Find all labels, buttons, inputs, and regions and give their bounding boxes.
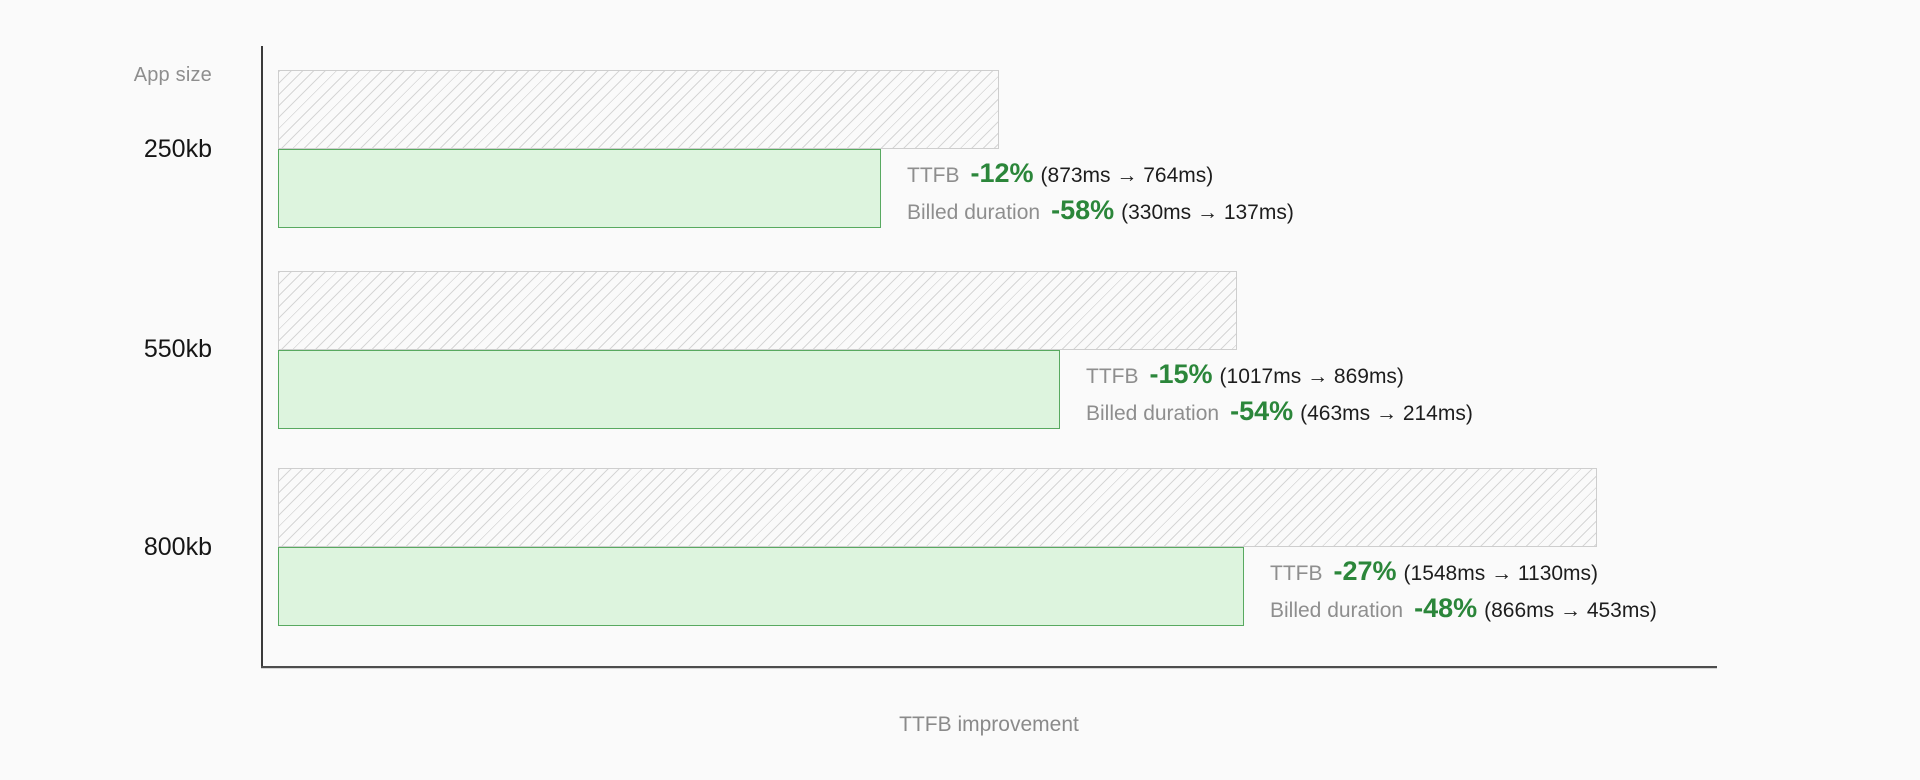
- billed-detail: (463ms → 214ms): [1300, 402, 1473, 425]
- billed-label: Billed duration: [1086, 402, 1220, 425]
- ttfb-detail: (1017ms → 869ms): [1219, 365, 1404, 388]
- x-axis-line: [261, 666, 1717, 668]
- billed-change: -48%: [1414, 593, 1478, 623]
- ttfb-label: TTFB: [907, 164, 960, 187]
- ttfb-detail: (1548ms → 1130ms): [1403, 562, 1599, 585]
- bar-before-550kb: [278, 271, 1237, 350]
- billed-label: Billed duration: [1270, 599, 1404, 622]
- bar-after-800kb: [278, 547, 1244, 626]
- billed-change: -58%: [1051, 195, 1115, 225]
- billed-detail: (866ms → 453ms): [1484, 599, 1657, 622]
- ttfb-label: TTFB: [1086, 365, 1139, 388]
- billed-label: Billed duration: [907, 201, 1041, 224]
- ttfb-detail: (873ms → 764ms): [1040, 164, 1214, 187]
- annotation-800kb: TTFB -27% (1548ms → 1130ms) Billed duratio…: [1270, 553, 1657, 627]
- bar-before-800kb: [278, 468, 1597, 547]
- category-label-800kb: 800kb: [143, 533, 212, 561]
- ttfb-line: TTFB -15% (1017ms → 869ms): [1086, 356, 1473, 393]
- billed-line: Billed duration -48% (866ms → 453ms): [1270, 590, 1657, 627]
- annotation-550kb: TTFB -15% (1017ms → 869ms) Billed duration…: [1086, 356, 1473, 430]
- x-axis-title: TTFB improvement: [899, 713, 1079, 736]
- category-label-550kb: 550kb: [143, 335, 212, 363]
- annotation-250kb: TTFB -12% (873ms → 764ms) Billed duration -…: [907, 155, 1294, 229]
- ttfb-change: -15%: [1149, 359, 1213, 389]
- billed-line: Billed duration -54% (463ms → 214ms): [1086, 393, 1473, 430]
- ttfb-change: -12%: [970, 158, 1034, 188]
- y-axis-title: App size: [133, 64, 212, 86]
- ttfb-line: TTFB -27% (1548ms → 1130ms): [1270, 553, 1657, 590]
- billed-line: Billed duration -58% (330ms → 137ms): [907, 192, 1294, 229]
- bar-after-550kb: [278, 350, 1060, 429]
- billed-change: -54%: [1230, 396, 1294, 426]
- billed-detail: (330ms → 137ms): [1121, 201, 1294, 224]
- bar-before-250kb: [278, 70, 999, 149]
- y-axis-line: [261, 46, 263, 668]
- ttfb-change: -27%: [1333, 556, 1397, 586]
- ttfb-label: TTFB: [1270, 562, 1323, 585]
- category-label-250kb: 250kb: [143, 135, 212, 163]
- ttfb-line: TTFB -12% (873ms → 764ms): [907, 155, 1294, 192]
- bar-after-250kb: [278, 149, 881, 228]
